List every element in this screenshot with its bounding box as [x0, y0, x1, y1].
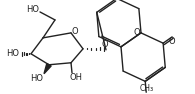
Text: HO: HO [30, 74, 43, 83]
Text: O: O [169, 37, 176, 46]
Text: CH₃: CH₃ [139, 84, 153, 93]
Text: HO: HO [27, 5, 40, 14]
Text: O: O [72, 27, 78, 36]
Polygon shape [44, 64, 51, 74]
Text: O: O [134, 28, 140, 37]
Text: HO: HO [6, 49, 20, 58]
Text: OH: OH [69, 73, 82, 82]
Text: O: O [102, 40, 108, 49]
